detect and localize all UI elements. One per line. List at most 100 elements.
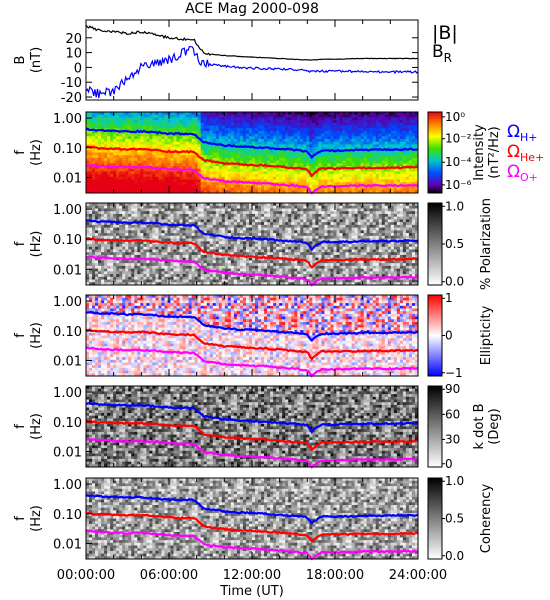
y-tick-label: 0.01 [53, 263, 82, 278]
omega-h-line [85, 218, 419, 252]
y-axis-units: (Hz) [29, 231, 44, 258]
colorbar-strip [427, 202, 443, 286]
omega-h-symbol: Ω [507, 122, 520, 142]
x-axis-label: Time (UT) [219, 584, 284, 599]
y-axis-label: B [13, 56, 28, 65]
colorbar-tick-label: 10⁻⁴ [445, 155, 472, 169]
colorbar-label: Intensity [472, 124, 487, 181]
y-axis-label: f [13, 333, 28, 338]
y-tick-label: 0.01 [53, 171, 82, 186]
omega-o-line [86, 438, 419, 469]
colorbar-tick-label: 0.0 [445, 549, 464, 563]
omega-he-subscript: He+ [520, 151, 544, 164]
radial-field-legend: BR [432, 42, 452, 65]
y-tick-label: 1.00 [53, 203, 82, 218]
y-tick-label: 1.00 [53, 112, 82, 127]
colorbar-ellipticity: 1 0 −1 Ellipticity [427, 291, 494, 380]
omega-he-line [85, 328, 419, 362]
colorbar-tick-label: 0.5 [445, 512, 464, 526]
colorbar-tick-label: 0 [445, 457, 453, 471]
y-axis-units: (nT) [29, 47, 44, 73]
colorbar-strip [427, 477, 443, 560]
colorbar-strip [427, 111, 443, 194]
omega-h-line [85, 493, 419, 526]
colorbar-label: Ellipticity [479, 305, 494, 365]
y-tick-label: 0.10 [53, 142, 82, 157]
colorbar-polarization: 1.0 0.5 0.0 % Polarization [427, 198, 494, 290]
y-tick-label: 10 [65, 47, 82, 62]
omega-he-line [85, 511, 419, 543]
omega-he-legend: ΩHe+ [507, 142, 544, 164]
omega-o-legend: ΩO+ [507, 162, 538, 184]
y-axis-units: (Hz) [29, 413, 44, 440]
colorbar-units: (nT²/Hz) [487, 126, 502, 179]
panel-k-dot-b: 1.00 0.10 0.01 f (Hz) [13, 385, 419, 469]
y-axis-units: (Hz) [29, 505, 44, 532]
colorbar-tick-label: 1.0 [445, 199, 464, 213]
colorbar-tick-label: 90 [445, 382, 460, 396]
x-tick-label: 18:00:00 [306, 568, 364, 583]
colorbar-k-dot-b: 90 60 30 0 k dot B (Deg) [427, 382, 502, 471]
omega-h-subscript: H+ [520, 131, 538, 144]
y-tick-label: 0.10 [53, 416, 82, 431]
x-axis: 00:00:00 06:00:00 12:00:00 18:00:00 24:00:00… [57, 20, 447, 599]
colorbar-coherency: 1.0 0.5 0.0 Coherency [427, 474, 494, 563]
omega-o-line [85, 255, 419, 287]
y-axis-label: f [13, 241, 28, 246]
omega-h-line [85, 310, 419, 343]
colorbar-label: % Polarization [479, 198, 494, 290]
x-tick-label: 12:00:00 [223, 568, 281, 583]
omega-o-symbol: Ω [507, 162, 520, 182]
heatmap-cells [86, 203, 419, 286]
y-tick-label: 0.10 [53, 233, 82, 248]
omega-o-subscript: O+ [520, 171, 538, 184]
y-tick-label: 0.01 [53, 445, 82, 460]
colorbar-strip [427, 294, 443, 377]
y-axis-label: f [13, 150, 28, 155]
omega-he-line [85, 419, 419, 452]
omega-he-symbol: Ω [507, 142, 520, 162]
y-tick-label: 0.10 [53, 508, 82, 523]
panel-intensity: 1.00 0.10 0.01 f (Hz) [13, 111, 419, 195]
y-tick-label: 0 [74, 61, 82, 76]
b-field-legend: |B| BR [432, 22, 458, 65]
omega-o-line [85, 163, 419, 195]
omega-he-line [85, 145, 419, 178]
y-tick-label: 1.00 [53, 386, 82, 401]
radial-field-subscript: R [444, 51, 452, 65]
y-tick-label: 20 [65, 32, 82, 47]
y-tick-label: -10 [61, 76, 82, 91]
colorbar-tick-label: 0 [445, 329, 453, 343]
x-tick-label: 24:00:00 [389, 568, 447, 583]
x-tick-label: 06:00:00 [140, 568, 198, 583]
omega-he-line [85, 237, 419, 269]
heatmap-cells [86, 386, 419, 468]
omega-h-legend: ΩH+ [507, 122, 538, 144]
colorbar-label: k dot B [472, 403, 487, 449]
y-tick-label: 0.10 [53, 325, 82, 340]
colorbar-tick-label: 0.5 [445, 237, 464, 251]
y-tick-label: 0.01 [53, 537, 82, 552]
y-axis-units: (Hz) [29, 139, 44, 166]
series-line-total-field [85, 24, 419, 61]
omega-h-line [85, 127, 419, 160]
colorbar-tick-label: 0.0 [445, 275, 464, 289]
y-tick-label: -20 [61, 91, 82, 106]
chart-title: ACE Mag 2000-098 [185, 1, 319, 17]
colorbar-tick-label: 1 [445, 291, 453, 305]
heatmap-cells [86, 295, 419, 377]
panel-ellipticity: 1.00 0.10 0.01 f (Hz) [13, 294, 419, 378]
y-tick-label: 1.00 [53, 478, 82, 493]
heatmap-cells [86, 112, 419, 194]
colorbar-tick-label: 10⁰ [445, 110, 465, 124]
x-tick-label: 00:00:00 [57, 568, 115, 583]
colorbar-tick-label: 10⁻² [445, 132, 472, 146]
gyrofrequency-legend: ΩH+ ΩHe+ ΩO+ [507, 122, 544, 184]
y-tick-label: 0.01 [53, 354, 82, 369]
y-axis-units: (Hz) [29, 322, 44, 349]
colorbar-tick-label: −1 [445, 366, 463, 380]
